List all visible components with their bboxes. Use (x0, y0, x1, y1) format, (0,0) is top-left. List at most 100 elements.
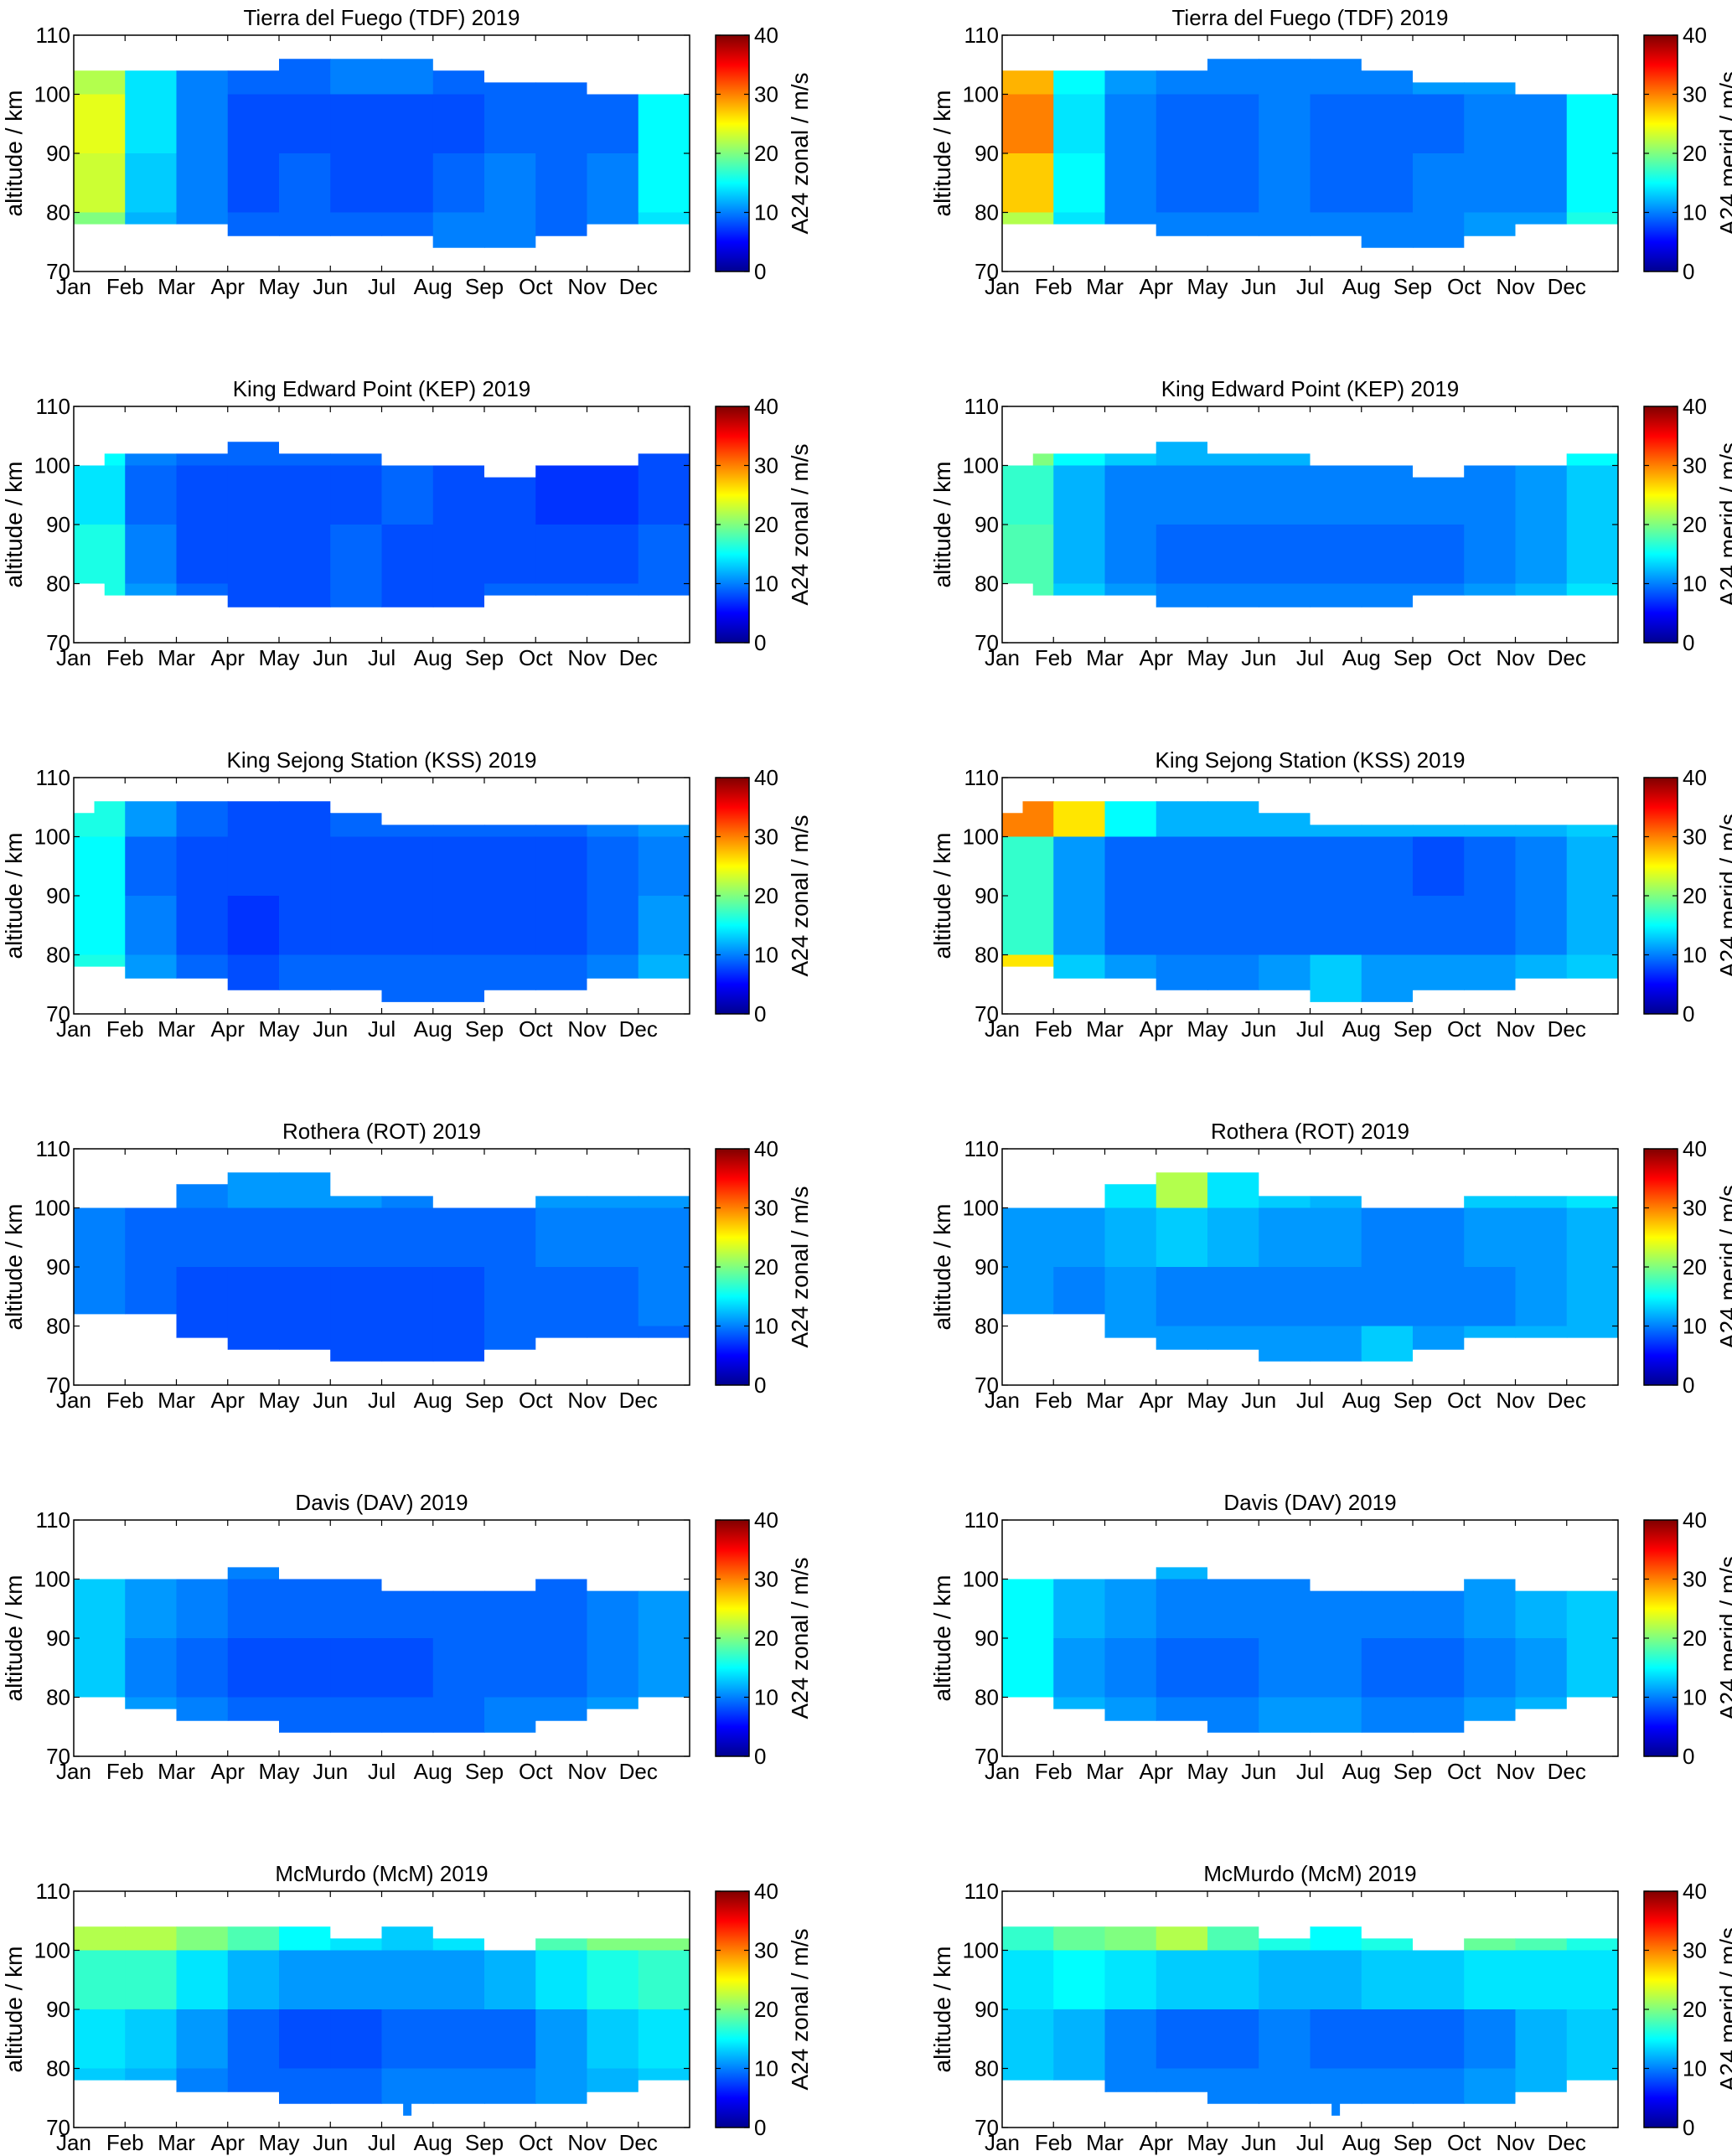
x-tick-label: Jun (1241, 274, 1276, 299)
colorbar-tick-label: 20 (754, 512, 778, 537)
heatmap-cell (1566, 2009, 1618, 2070)
x-tick-label: Dec (619, 2130, 658, 2155)
x-tick-label: Dec (1548, 1016, 1586, 1042)
heatmap-cell (279, 153, 331, 214)
heatmap-cell (1259, 954, 1311, 1002)
heatmap-cell (279, 2068, 331, 2116)
heatmap-cell (1515, 1950, 1568, 2010)
heatmap-cell (176, 465, 229, 525)
heatmap-cell (432, 1567, 485, 1580)
x-tick-label: Jul (368, 645, 396, 670)
colorbar-tick-label: 20 (1683, 1997, 1707, 2022)
heatmap-cell (279, 1267, 331, 1327)
heatmap-cell (1566, 525, 1618, 585)
y-tick-label: 80 (975, 2056, 999, 2081)
heatmap-cell (1156, 94, 1208, 154)
panel-title: King Edward Point (KEP) 2019 (1161, 376, 1460, 401)
heatmap-cell (381, 465, 434, 525)
heatmap-cell (587, 954, 639, 1002)
colorbar-tick-label: 0 (754, 1744, 766, 1769)
colorbar-tick-label: 10 (754, 1314, 778, 1339)
y-tick-label: 110 (36, 1879, 70, 1904)
heatmap-cell (176, 1567, 229, 1580)
x-tick-label: Sep (465, 1016, 504, 1042)
heatmap-cell (432, 212, 485, 248)
colorbar-tick-label: 40 (754, 394, 778, 419)
x-tick-label: Oct (1447, 1388, 1481, 1413)
heatmap-cell (1104, 1926, 1157, 1952)
heatmap-cell (1515, 1567, 1568, 1580)
x-tick-label: Jul (368, 1016, 396, 1042)
heatmap-cell (484, 1267, 536, 1327)
heatmap-cell (1207, 2068, 1259, 2116)
y-tick-label: 80 (46, 943, 70, 968)
heatmap-cell (74, 1926, 126, 1952)
x-tick-label: Mar (158, 1388, 195, 1413)
heatmap-cell (227, 2009, 280, 2070)
x-tick-label: Jan (56, 2130, 91, 2155)
x-tick-label: Jan (985, 274, 1020, 299)
y-tick-label: 90 (975, 141, 999, 166)
colorbar-tick-label: 0 (754, 1001, 766, 1026)
heatmap-cell (330, 1579, 383, 1639)
heatmap-cell (176, 442, 229, 467)
heatmap-cell (535, 465, 588, 525)
y-axis-label: altitude / km (1, 1575, 27, 1702)
colorbar-label: A24 zonal / m/s (787, 1187, 813, 1348)
x-tick-label: Feb (106, 1016, 144, 1042)
y-tick-label: 110 (36, 765, 70, 790)
heatmap-cell (279, 1567, 331, 1580)
heatmap-cell (381, 1697, 434, 1733)
heatmap-cell (1310, 1567, 1362, 1580)
x-tick-label: Jan (985, 645, 1020, 670)
heatmap-cell (1515, 1926, 1568, 1952)
heatmap-cell (330, 896, 383, 956)
heatmap-cell (1413, 59, 1465, 96)
heatmap-cell (227, 212, 280, 248)
heatmap-cell (1361, 954, 1414, 1002)
colorbar-tick-label: 0 (754, 2115, 766, 2140)
heatmap-cells (1002, 59, 1618, 248)
heatmap-cell (1156, 836, 1208, 897)
heatmap-cell (330, 836, 383, 897)
heatmap-cell (227, 896, 280, 956)
y-tick-label: 90 (46, 141, 70, 166)
heatmap-cell (1053, 2068, 1106, 2116)
panel-title: Davis (DAV) 2019 (1223, 1490, 1396, 1515)
y-tick-label: 80 (975, 1685, 999, 1710)
heatmap-cell (381, 1567, 434, 1580)
y-tick-label: 110 (964, 23, 999, 48)
heatmap-cell (587, 1579, 639, 1639)
heatmap-cell (227, 1172, 280, 1209)
x-tick-label: Aug (1342, 1016, 1381, 1042)
heatmap-cell (1104, 2068, 1157, 2116)
heatmap-cell (638, 1638, 690, 1698)
heatmap-cell (1259, 1697, 1311, 1733)
heatmap-cell (1207, 94, 1259, 154)
heatmap-cell (638, 583, 690, 608)
heatmap-cell (432, 1926, 485, 1952)
colorbar-tick-label: 40 (1683, 1879, 1707, 1904)
panel-title: King Sejong Station (KSS) 2019 (226, 747, 536, 773)
heatmap-cell (330, 1267, 383, 1327)
heatmap-cell (1413, 1207, 1465, 1268)
colorbar-tick-label: 40 (754, 765, 778, 790)
heatmap-cell (1464, 1579, 1517, 1639)
x-tick-label: Aug (414, 645, 452, 670)
colorbar-tick-label: 10 (754, 943, 778, 968)
heatmap-cell (1310, 1926, 1362, 1952)
heatmap-cell (125, 1697, 178, 1733)
heatmap-cell (638, 836, 690, 897)
heatmap-cell (1464, 153, 1517, 214)
heatmap-cell (1515, 2068, 1568, 2116)
heatmap-cell (227, 94, 280, 154)
heatmap-cell (1104, 801, 1157, 838)
heatmap-cell (1413, 1950, 1465, 2010)
heatmap-cell (125, 1950, 178, 2010)
heatmap-cell (1515, 94, 1568, 154)
heatmap-cell (1207, 2009, 1259, 2070)
heatmap-cell (227, 836, 280, 897)
x-tick-label: Mar (158, 645, 195, 670)
colorbar-tick-label: 10 (1683, 943, 1707, 968)
heatmap-cell (1259, 1326, 1311, 1362)
